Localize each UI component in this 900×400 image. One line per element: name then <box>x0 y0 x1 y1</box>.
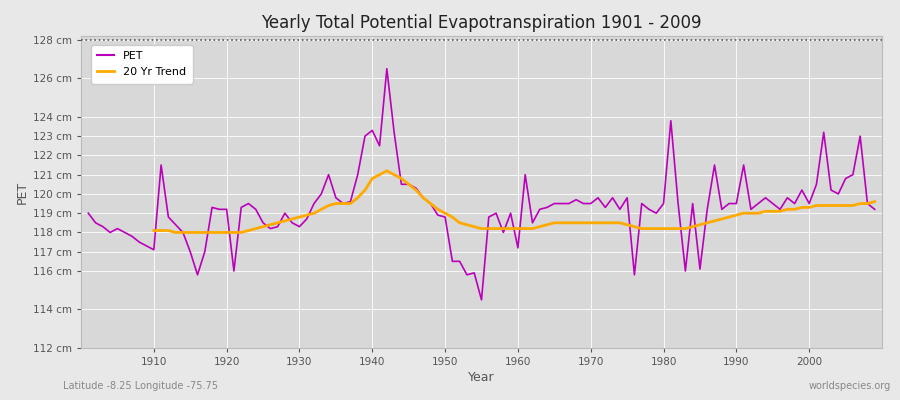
X-axis label: Year: Year <box>468 371 495 384</box>
Title: Yearly Total Potential Evapotranspiration 1901 - 2009: Yearly Total Potential Evapotranspiratio… <box>261 14 702 32</box>
Text: Latitude -8.25 Longitude -75.75: Latitude -8.25 Longitude -75.75 <box>63 381 218 391</box>
Y-axis label: PET: PET <box>16 180 29 204</box>
Legend: PET, 20 Yr Trend: PET, 20 Yr Trend <box>91 45 193 84</box>
Text: worldspecies.org: worldspecies.org <box>809 381 891 391</box>
